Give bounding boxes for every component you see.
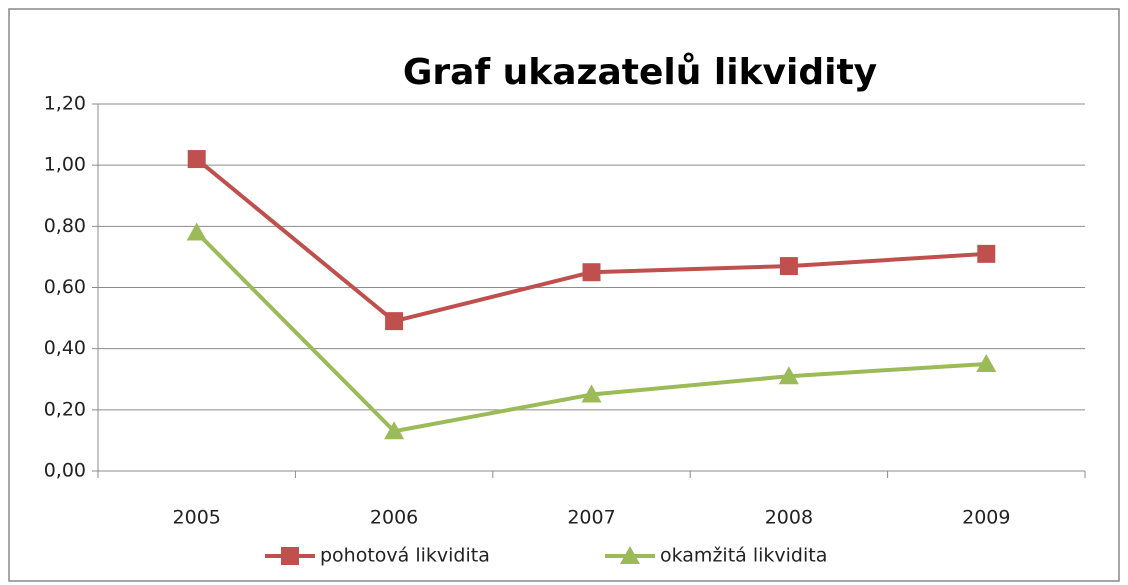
marker — [385, 312, 404, 331]
marker — [779, 257, 798, 276]
x-tick-label: 2009 — [962, 507, 1010, 529]
marker — [581, 384, 602, 403]
x-tick-label: 2008 — [765, 507, 813, 529]
marker — [384, 421, 405, 440]
y-tick-label: 0,40 — [44, 337, 86, 359]
marker — [582, 263, 601, 282]
chart-title: Graf ukazatelů likvidity — [403, 52, 877, 93]
chart-frame — [8, 8, 1120, 582]
y-tick-label: 1,00 — [44, 154, 86, 176]
marker — [976, 353, 997, 372]
marker — [620, 546, 640, 564]
marker — [778, 366, 799, 385]
y-tick-label: 0,20 — [44, 398, 86, 420]
marker — [186, 222, 207, 241]
y-tick-label: 0,60 — [44, 276, 86, 298]
x-tick-label: 2005 — [173, 507, 221, 529]
x-tick-label: 2006 — [370, 507, 418, 529]
y-tick-label: 0,80 — [44, 215, 86, 237]
marker — [187, 150, 206, 169]
y-tick-label: 0,00 — [44, 460, 86, 482]
y-tick-label: 1,20 — [44, 93, 86, 115]
legend-label: pohotová likvidita — [320, 545, 490, 567]
legend-label: okamžitá likvidita — [660, 545, 827, 567]
x-tick-label: 2007 — [567, 507, 615, 529]
marker — [977, 244, 996, 263]
marker — [281, 547, 299, 565]
